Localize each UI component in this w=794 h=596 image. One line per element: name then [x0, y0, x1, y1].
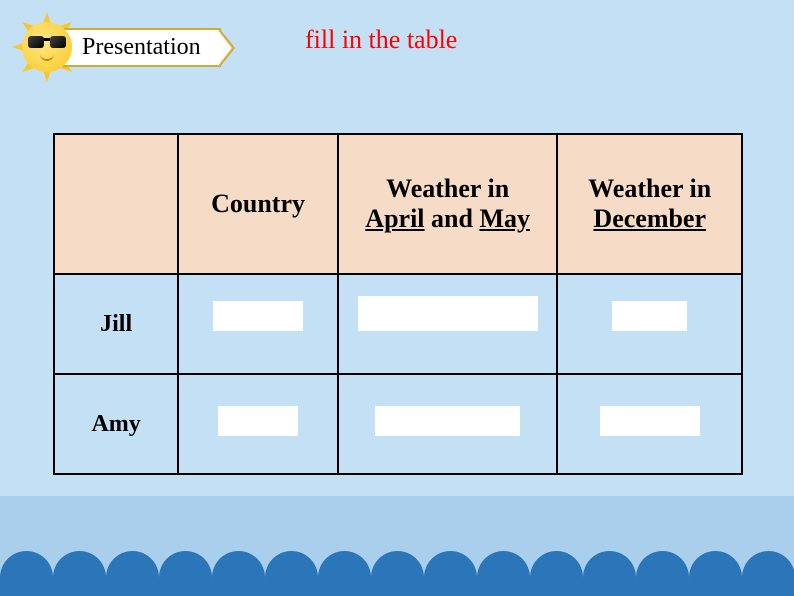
cell-jill-weather-winter[interactable]	[557, 274, 742, 374]
header-empty	[54, 134, 178, 274]
table-header-row: Country Weather in April and May Weather…	[54, 134, 742, 274]
slide-header: Presentation	[12, 12, 221, 82]
row-label-amy: Amy	[54, 374, 178, 474]
footer-decoration	[0, 516, 794, 596]
cell-amy-country[interactable]	[178, 374, 338, 474]
header-weather-winter: Weather in December	[557, 134, 742, 274]
sunglasses-icon	[28, 36, 66, 50]
instruction-text: fill in the table	[305, 25, 457, 55]
weather-table-container: Country Weather in April and May Weather…	[53, 133, 743, 475]
presentation-label: Presentation	[52, 28, 221, 67]
header-weather-spring: Weather in April and May	[338, 134, 558, 274]
sun-icon	[12, 12, 82, 82]
table-row-jill: Jill	[54, 274, 742, 374]
cell-jill-country[interactable]	[178, 274, 338, 374]
weather-table: Country Weather in April and May Weather…	[53, 133, 743, 475]
cell-amy-weather-spring[interactable]	[338, 374, 558, 474]
presentation-badge: Presentation	[12, 12, 221, 82]
header-country: Country	[178, 134, 338, 274]
cell-jill-weather-spring[interactable]	[338, 274, 558, 374]
row-label-jill: Jill	[54, 274, 178, 374]
table-row-amy: Amy	[54, 374, 742, 474]
cell-amy-weather-winter[interactable]	[557, 374, 742, 474]
